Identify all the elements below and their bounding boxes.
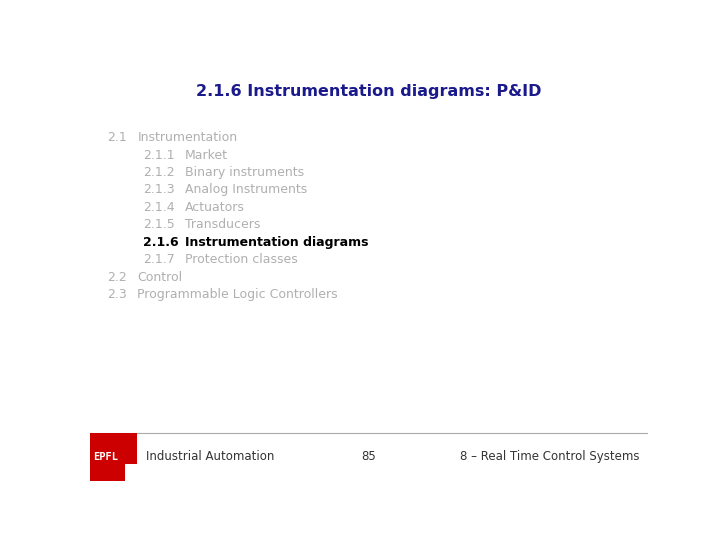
Text: Programmable Logic Controllers: Programmable Logic Controllers — [138, 288, 338, 301]
Text: 2.1.7: 2.1.7 — [143, 253, 175, 266]
Text: 2.1: 2.1 — [107, 131, 127, 144]
Text: 2.1.4: 2.1.4 — [143, 201, 175, 214]
Text: 2.1.6 Instrumentation diagrams: P&ID: 2.1.6 Instrumentation diagrams: P&ID — [197, 84, 541, 99]
Text: Analog Instruments: Analog Instruments — [185, 184, 307, 197]
Text: 2.1.2: 2.1.2 — [143, 166, 175, 179]
Text: Control: Control — [138, 271, 183, 284]
Text: 8 – Real Time Control Systems: 8 – Real Time Control Systems — [460, 450, 639, 463]
Bar — [125, 433, 138, 464]
Text: Actuators: Actuators — [185, 201, 245, 214]
Text: Transducers: Transducers — [185, 218, 260, 231]
Text: Instrumentation diagrams: Instrumentation diagrams — [185, 236, 369, 249]
Text: Industrial Automation: Industrial Automation — [145, 450, 274, 463]
Text: Binary instruments: Binary instruments — [185, 166, 304, 179]
Bar — [125, 433, 138, 481]
Text: 2.1.3: 2.1.3 — [143, 184, 175, 197]
Text: 2.1.1: 2.1.1 — [143, 148, 175, 161]
Text: Protection classes: Protection classes — [185, 253, 297, 266]
Text: 2.2: 2.2 — [107, 271, 127, 284]
Bar — [90, 433, 138, 481]
Text: Instrumentation: Instrumentation — [138, 131, 238, 144]
Text: Market: Market — [185, 148, 228, 161]
Text: 2.1.5: 2.1.5 — [143, 218, 175, 231]
Text: EPFL: EPFL — [93, 452, 118, 462]
Text: 2.1.6: 2.1.6 — [143, 236, 179, 249]
Text: 85: 85 — [361, 450, 377, 463]
Text: 2.3: 2.3 — [107, 288, 127, 301]
